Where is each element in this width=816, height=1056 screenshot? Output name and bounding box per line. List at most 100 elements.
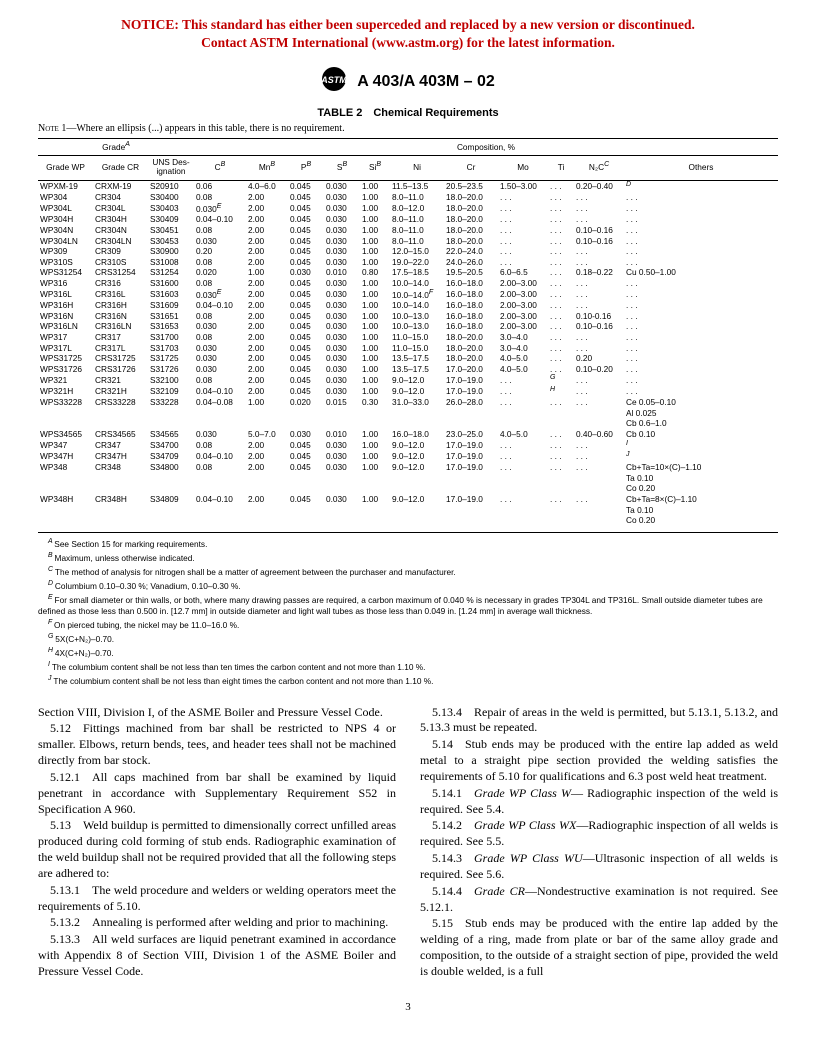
table-cell: S34809 bbox=[148, 494, 194, 505]
col-gradewp: Grade WP bbox=[38, 155, 93, 180]
table-cell: CR347 bbox=[93, 440, 148, 451]
table-cell: 0.045 bbox=[288, 257, 324, 268]
table-cell: 1.00 bbox=[360, 343, 390, 354]
table-cell: 0.015 bbox=[324, 397, 360, 408]
table-cell: WP321 bbox=[38, 374, 93, 385]
table-cell: 0.30 bbox=[360, 397, 390, 408]
head-grade-sup: A bbox=[125, 141, 130, 148]
table-cell: . . . bbox=[548, 246, 574, 257]
table-row-extra: Co 0.20 bbox=[38, 515, 778, 526]
table-cell: WP304L bbox=[38, 203, 93, 214]
col-n2c: N₂C bbox=[589, 162, 604, 172]
table-cell: 6.0–6.5 bbox=[498, 267, 548, 278]
table-cell: 12.0–15.0 bbox=[390, 246, 444, 257]
table-cell: S31600 bbox=[148, 278, 194, 289]
table-cell: . . . bbox=[574, 203, 624, 214]
table-cell: S31725 bbox=[148, 353, 194, 364]
table-cell: 0.045 bbox=[288, 278, 324, 289]
table-cell: . . . bbox=[574, 494, 624, 505]
table-cell: 0.08 bbox=[194, 462, 246, 473]
table-cell: 0.030 bbox=[324, 311, 360, 322]
table-cell: 0.030 bbox=[324, 386, 360, 397]
table-cell: 2.00 bbox=[246, 364, 288, 375]
table-row: WP316NCR316NS316510.082.000.0450.0301.00… bbox=[38, 311, 778, 322]
table-cell: 1.00 bbox=[246, 267, 288, 278]
table-cell: . . . bbox=[574, 343, 624, 354]
table-cell: . . . bbox=[498, 494, 548, 505]
col-ni: Ni bbox=[390, 155, 444, 180]
table-cell: . . . bbox=[548, 236, 574, 247]
chemical-requirements-table: GradeA Composition, % Grade WP Grade CR … bbox=[38, 138, 778, 525]
table-cell: 0.04–0.10 bbox=[194, 494, 246, 505]
table-cell: 1.00 bbox=[360, 257, 390, 268]
table-cell: . . . bbox=[624, 374, 778, 385]
body-p13: 5.15 Stub ends may be produced with the … bbox=[420, 916, 778, 979]
table-cell: 0.030 bbox=[324, 278, 360, 289]
table-cell: . . . bbox=[624, 192, 778, 203]
table-row: WP321HCR321HS321090.04–0.102.000.0450.03… bbox=[38, 386, 778, 397]
table-cell: S30451 bbox=[148, 225, 194, 236]
table-cell: 0.045 bbox=[288, 332, 324, 343]
table-cell: 0.08 bbox=[194, 332, 246, 343]
table-cell: 0.04–0.10 bbox=[194, 214, 246, 225]
table-row: WP304CR304S304000.082.000.0450.0301.008.… bbox=[38, 192, 778, 203]
body-p8: 5.14 Stub ends may be produced with the … bbox=[420, 737, 778, 784]
table-cell: 8.0–11.0 bbox=[390, 214, 444, 225]
footnote-e: For small diameter or thin walls, or bot… bbox=[38, 595, 763, 616]
table-cell: 16.0–18.0 bbox=[444, 311, 498, 322]
table-cell: S31603 bbox=[148, 289, 194, 300]
table-cell: . . . bbox=[548, 278, 574, 289]
table-cell: CR304L bbox=[93, 203, 148, 214]
table-cell: 0.20–0.40 bbox=[574, 181, 624, 193]
table-cell: 0.20 bbox=[574, 353, 624, 364]
table-cell: 0.030 bbox=[324, 343, 360, 354]
table-cell: CR321 bbox=[93, 374, 148, 385]
table-cell: 0.045 bbox=[288, 236, 324, 247]
table-cell: 22.0–24.0 bbox=[444, 246, 498, 257]
table-cell: S31653 bbox=[148, 321, 194, 332]
table-cell: Cb+Ta=10×(C)–1.10 bbox=[624, 462, 778, 473]
table-cell: 1.00 bbox=[360, 225, 390, 236]
table-cell: 1.00 bbox=[360, 494, 390, 505]
table-cell: . . . bbox=[548, 225, 574, 236]
table-cell: 0.030 bbox=[288, 267, 324, 278]
table-cell: 17.0–19.0 bbox=[444, 494, 498, 505]
table-cell: CR304N bbox=[93, 225, 148, 236]
table-cell: 17.0–19.0 bbox=[444, 440, 498, 451]
table-cell: S31726 bbox=[148, 364, 194, 375]
table-cell: 10.0–14.0 bbox=[390, 278, 444, 289]
table-cell: S30453 bbox=[148, 236, 194, 247]
table-cell: . . . bbox=[574, 397, 624, 408]
table-cell: . . . bbox=[574, 192, 624, 203]
table-cell: 0.030 bbox=[324, 353, 360, 364]
table-cell: WPS31254 bbox=[38, 267, 93, 278]
table-cell: 1.00 bbox=[360, 386, 390, 397]
table-cell: 0.045 bbox=[288, 311, 324, 322]
table-cell: 0.10–0.16 bbox=[574, 321, 624, 332]
footnote-j: The columbium content shall be not less … bbox=[53, 675, 433, 685]
table-cell: 2.00 bbox=[246, 236, 288, 247]
table-cell: 2.00 bbox=[246, 278, 288, 289]
table-cell: 10.0–13.0 bbox=[390, 311, 444, 322]
table-row: WP347CR347S347000.082.000.0450.0301.009.… bbox=[38, 440, 778, 451]
table-cell: . . . bbox=[548, 214, 574, 225]
table-cell: . . . bbox=[548, 494, 574, 505]
table-cell: 3.0–4.0 bbox=[498, 332, 548, 343]
notice-banner: NOTICE: This standard has either been su… bbox=[38, 16, 778, 52]
table-cell: . . . bbox=[498, 225, 548, 236]
table-cell: 2.00–3.00 bbox=[498, 278, 548, 289]
table-cell: S31700 bbox=[148, 332, 194, 343]
table-cell: . . . bbox=[574, 440, 624, 451]
table-cell: . . . bbox=[624, 321, 778, 332]
table-cell: 0.08 bbox=[194, 225, 246, 236]
table-cell: 0.030 bbox=[194, 353, 246, 364]
table-cell: WP309 bbox=[38, 246, 93, 257]
table-cell: 0.030 bbox=[324, 225, 360, 236]
table-cell: 0.030 bbox=[324, 181, 360, 193]
table-cell: 10.0–13.0 bbox=[390, 321, 444, 332]
table-cell: 0.045 bbox=[288, 192, 324, 203]
table-cell: WP316N bbox=[38, 311, 93, 322]
notice-line-2: Contact ASTM International (www.astm.org… bbox=[201, 35, 615, 50]
table-cell: 8.0–12.0 bbox=[390, 203, 444, 214]
table-cell: 17.0–19.0 bbox=[444, 386, 498, 397]
